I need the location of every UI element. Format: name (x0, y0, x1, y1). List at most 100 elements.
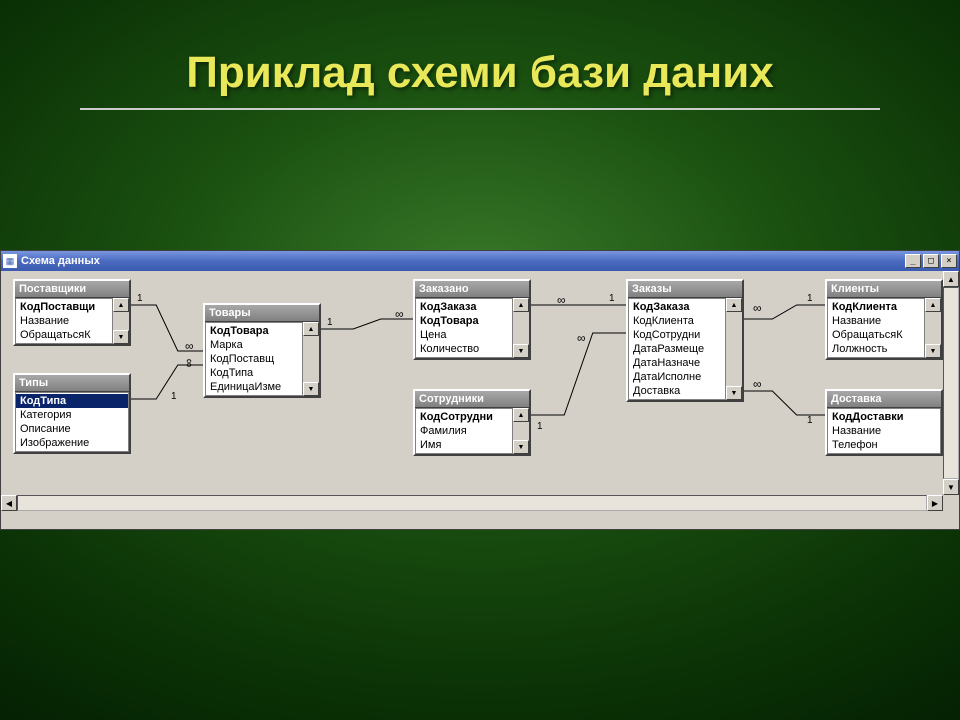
vertical-scrollbar[interactable]: ▲ ▼ (943, 271, 959, 495)
table-scroll-track[interactable] (513, 422, 529, 440)
field-item[interactable]: Изображение (16, 436, 128, 450)
table-klienty[interactable]: КлиентыКодКлиентаНазваниеОбращатьсяКЛолж… (825, 279, 943, 360)
field-item[interactable]: ДатаИсполне (629, 370, 725, 384)
table-scroll-up-icon[interactable]: ▲ (726, 298, 742, 312)
scroll-right-button[interactable]: ▶ (927, 495, 943, 511)
close-button[interactable]: × (941, 254, 957, 268)
field-item[interactable]: КодКлиента (629, 314, 725, 328)
table-sotrud[interactable]: СотрудникиКодСотрудниФамилияИмя▲▼ (413, 389, 531, 456)
horizontal-scrollbar[interactable]: ◀ ▶ (1, 495, 943, 511)
table-dostavka[interactable]: ДоставкаКодДоставкиНазваниеТелефон (825, 389, 943, 456)
field-item[interactable]: КодСотрудни (629, 328, 725, 342)
scroll-up-button[interactable]: ▲ (943, 271, 959, 287)
relation-cardinality: 1 (171, 391, 177, 402)
field-list[interactable]: КодЗаказаКодКлиентаКодСотрудниДатаРазмещ… (628, 298, 726, 400)
vertical-scrollbar-track[interactable] (943, 287, 959, 479)
field-item[interactable]: КодТовара (416, 314, 512, 328)
schema-window: ▦ Схема данных _ □ × ДоставкаКодДоставки… (0, 250, 960, 530)
table-scroll-down-icon[interactable]: ▼ (726, 386, 742, 400)
table-scrollbar[interactable]: ▲▼ (513, 298, 529, 358)
table-title[interactable]: Товары (205, 305, 319, 322)
field-item[interactable]: Лолжность (828, 342, 924, 356)
field-item[interactable]: Категория (16, 408, 128, 422)
relation-cardinality: ∞ (577, 331, 586, 345)
field-list[interactable]: КодПоставщиНазваниеОбращатьсяК (15, 298, 113, 344)
field-list[interactable]: КодТипаКатегорияОписаниеИзображение (15, 392, 129, 452)
field-list[interactable]: КодСотрудниФамилияИмя (415, 408, 513, 454)
relation-cardinality: ∞ (395, 307, 404, 321)
table-tovary[interactable]: ТоварыКодТовараМаркаКодПоставщКодТипаЕди… (203, 303, 321, 398)
table-scroll-track[interactable] (726, 312, 742, 386)
table-scroll-down-icon[interactable]: ▼ (513, 344, 529, 358)
minimize-button[interactable]: _ (905, 254, 921, 268)
field-item[interactable]: Название (828, 314, 924, 328)
table-title[interactable]: Типы (15, 375, 129, 392)
field-item[interactable]: КодСотрудни (416, 410, 512, 424)
field-item[interactable]: КодТовара (206, 324, 302, 338)
table-scrollbar[interactable]: ▲▼ (925, 298, 941, 358)
table-scroll-track[interactable] (113, 312, 129, 330)
field-item[interactable]: Название (828, 424, 940, 438)
field-list[interactable]: КодЗаказаКодТовараЦенаКоличество (415, 298, 513, 358)
field-item[interactable]: Цена (416, 328, 512, 342)
table-scrollbar[interactable]: ▲▼ (513, 408, 529, 454)
field-item[interactable]: ДатаРазмеще (629, 342, 725, 356)
table-scrollbar[interactable]: ▲▼ (726, 298, 742, 400)
field-item[interactable]: КодТипа (16, 394, 128, 408)
field-item[interactable]: Телефон (828, 438, 940, 452)
table-scroll-up-icon[interactable]: ▲ (113, 298, 129, 312)
table-zakazy[interactable]: ЗаказыКодЗаказаКодКлиентаКодСотрудниДата… (626, 279, 744, 402)
field-item[interactable]: Название (16, 314, 112, 328)
table-scroll-track[interactable] (513, 312, 529, 344)
table-title[interactable]: Доставка (827, 391, 941, 408)
field-item[interactable]: КодКлиента (828, 300, 924, 314)
table-scroll-down-icon[interactable]: ▼ (513, 440, 529, 454)
table-scroll-up-icon[interactable]: ▲ (925, 298, 941, 312)
table-zakazano[interactable]: ЗаказаноКодЗаказаКодТовараЦенаКоличество… (413, 279, 531, 360)
field-item[interactable]: Марка (206, 338, 302, 352)
maximize-button[interactable]: □ (923, 254, 939, 268)
table-scroll-track[interactable] (925, 312, 941, 344)
field-item[interactable]: ОбращатьсяК (828, 328, 924, 342)
field-item[interactable]: КодЗаказа (416, 300, 512, 314)
field-item[interactable]: Количество (416, 342, 512, 356)
field-item[interactable]: Имя (416, 438, 512, 452)
field-item[interactable]: Доставка (629, 384, 725, 398)
horizontal-scrollbar-track[interactable] (17, 495, 927, 511)
table-title[interactable]: Клиенты (827, 281, 941, 298)
field-item[interactable]: КодПоставщ (206, 352, 302, 366)
table-scroll-down-icon[interactable]: ▼ (113, 330, 129, 344)
table-scroll-down-icon[interactable]: ▼ (303, 382, 319, 396)
field-item[interactable]: КодДоставки (828, 410, 940, 424)
table-scrollbar[interactable]: ▲▼ (113, 298, 129, 344)
field-item[interactable]: ОбращатьсяК (16, 328, 112, 342)
field-item[interactable]: ДатаНазначе (629, 356, 725, 370)
table-scroll-up-icon[interactable]: ▲ (513, 408, 529, 422)
table-title[interactable]: Заказы (628, 281, 742, 298)
field-item[interactable]: Фамилия (416, 424, 512, 438)
scroll-down-button[interactable]: ▼ (943, 479, 959, 495)
field-item[interactable]: Описание (16, 422, 128, 436)
field-list[interactable]: КодТовараМаркаКодПоставщКодТипаЕдиницаИз… (205, 322, 303, 396)
table-scroll-up-icon[interactable]: ▲ (303, 322, 319, 336)
table-title[interactable]: Заказано (415, 281, 529, 298)
table-scroll-up-icon[interactable]: ▲ (513, 298, 529, 312)
field-item[interactable]: КодТипа (206, 366, 302, 380)
field-list[interactable]: КодДоставкиНазваниеТелефон (827, 408, 941, 454)
table-title[interactable]: Сотрудники (415, 391, 529, 408)
table-scrollbar[interactable]: ▲▼ (303, 322, 319, 396)
scroll-left-button[interactable]: ◀ (1, 495, 17, 511)
table-tipy[interactable]: ТипыКодТипаКатегорияОписаниеИзображение (13, 373, 131, 454)
table-scroll-track[interactable] (303, 336, 319, 382)
table-scroll-down-icon[interactable]: ▼ (925, 344, 941, 358)
field-item[interactable]: КодЗаказа (629, 300, 725, 314)
schema-canvas[interactable]: ДоставкаКодДоставкиНазваниеТелефонКлиент… (1, 271, 959, 511)
window-title: Схема данных (21, 255, 905, 267)
scrollbar-corner (943, 495, 959, 511)
window-titlebar[interactable]: ▦ Схема данных _ □ × (1, 251, 959, 271)
table-title[interactable]: Поставщики (15, 281, 129, 298)
field-item[interactable]: ЕдиницаИзме (206, 380, 302, 394)
table-postav[interactable]: ПоставщикиКодПоставщиНазваниеОбращатьсяК… (13, 279, 131, 346)
field-list[interactable]: КодКлиентаНазваниеОбращатьсяКЛолжность (827, 298, 925, 358)
field-item[interactable]: КодПоставщи (16, 300, 112, 314)
